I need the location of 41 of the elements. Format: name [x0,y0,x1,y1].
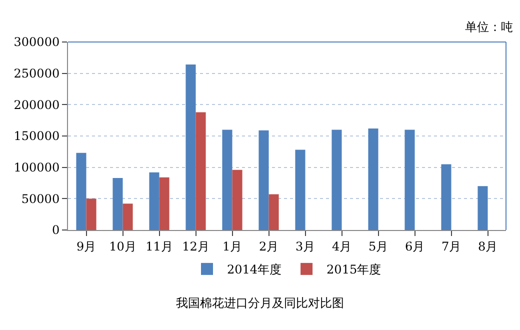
bar [149,172,160,230]
text: 我国棉花进口分月及同比对比图 [176,296,344,310]
x-tick-label: 4月 [332,239,352,254]
bar [196,112,206,230]
legend-label: 2014年度 [227,262,282,277]
bar [86,198,96,230]
x-tick-label: 12月 [182,239,210,254]
bar [76,152,86,230]
y-tick-label: 100000 [14,160,60,175]
bar [368,128,378,230]
x-tick-label: 9月 [76,239,96,254]
bar [258,130,269,230]
bar [441,164,452,230]
y-tick-label: 250000 [14,66,60,81]
text: 单位：吨 [465,20,513,34]
bar [332,130,342,230]
bar [404,130,415,230]
x-tick-label: 6月 [404,239,425,254]
x-tick-label: 11月 [146,239,173,254]
x-tick-label: 10月 [109,239,136,254]
x-tick-label: 5月 [368,239,388,254]
y-tick-label: 0 [52,223,60,238]
bar [478,186,488,230]
legend-label: 2015年度 [326,262,382,277]
x-tick-label: 2月 [258,239,279,254]
y-tick-label: 300000 [14,35,60,50]
bar [122,204,133,230]
x-tick-label: 8月 [478,239,498,254]
x-tick-label: 3月 [295,239,316,254]
bar [186,64,196,230]
bar [159,177,170,230]
bar [295,150,306,230]
bar [222,130,232,230]
y-tick-label: 150000 [14,129,60,144]
bar [112,178,123,230]
x-tick-label: 1月 [222,239,242,254]
y-tick-label: 200000 [14,98,60,112]
y-tick-label: 50000 [21,192,60,206]
bar [268,194,279,230]
x-tick-label: 7月 [441,239,462,254]
bar [232,170,242,230]
